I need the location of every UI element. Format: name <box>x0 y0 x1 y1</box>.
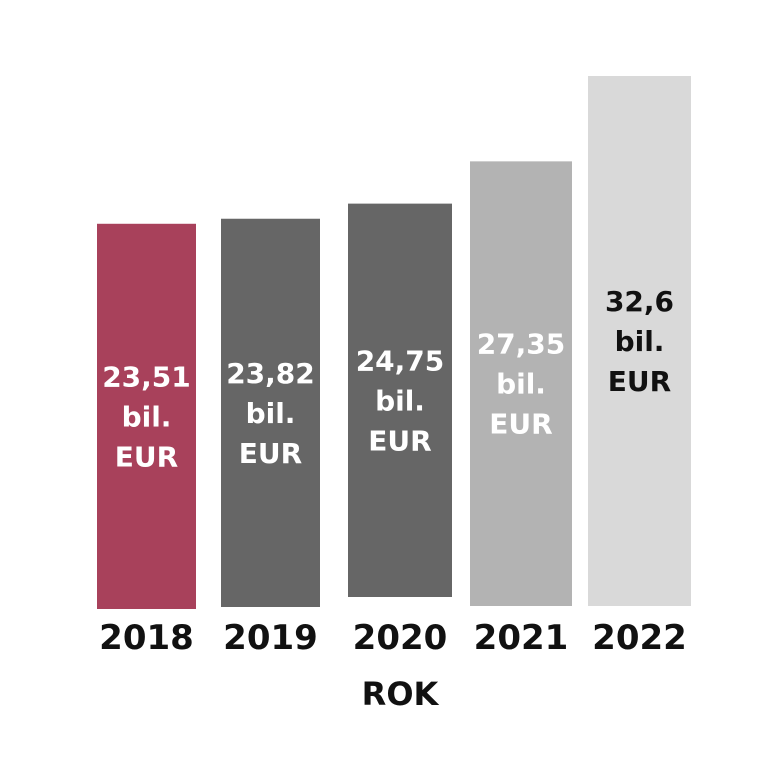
bar-2019 <box>221 218 320 608</box>
bars-group <box>97 76 691 609</box>
bar-2022 <box>588 76 691 606</box>
data-label-line: EUR <box>239 437 302 470</box>
data-label-line: bil. <box>246 397 296 430</box>
data-label-2020: 24,75 bil. EUR <box>356 344 445 457</box>
data-label-line: EUR <box>608 365 671 398</box>
data-label-2022: 32,6 bil. EUR <box>605 285 674 398</box>
data-label-line: EUR <box>368 424 431 457</box>
data-label-line: bil. <box>375 384 425 417</box>
data-label-line: 23,51 <box>102 360 191 393</box>
data-label-line: bil. <box>122 400 172 433</box>
bar-2018 <box>97 223 196 609</box>
data-label-line: 23,82 <box>226 357 315 390</box>
data-label-2021: 27,35 bil. EUR <box>477 328 566 441</box>
x-tick-label-2022: 2022 <box>592 618 687 658</box>
data-label-line: 27,35 <box>477 328 566 361</box>
data-label-line: bil. <box>615 325 665 358</box>
data-label-2019: 23,82 bil. EUR <box>226 357 315 470</box>
x-tick-label-2019: 2019 <box>223 618 318 658</box>
bar-2021 <box>470 161 572 606</box>
data-label-line: bil. <box>496 368 546 401</box>
x-tick-labels-group: 2018 2019 2020 2021 2022 <box>99 618 687 658</box>
bar-2020 <box>348 203 452 598</box>
data-label-line: EUR <box>115 440 178 473</box>
x-tick-label-2018: 2018 <box>99 618 194 658</box>
x-axis-title: ROK <box>362 675 440 713</box>
x-tick-label-2021: 2021 <box>474 618 569 658</box>
x-tick-label-2020: 2020 <box>353 618 448 658</box>
data-label-line: 32,6 <box>605 285 674 318</box>
data-label-line: 24,75 <box>356 344 445 377</box>
data-label-line: EUR <box>489 408 552 441</box>
data-label-2018: 23,51 bil. EUR <box>102 360 191 473</box>
